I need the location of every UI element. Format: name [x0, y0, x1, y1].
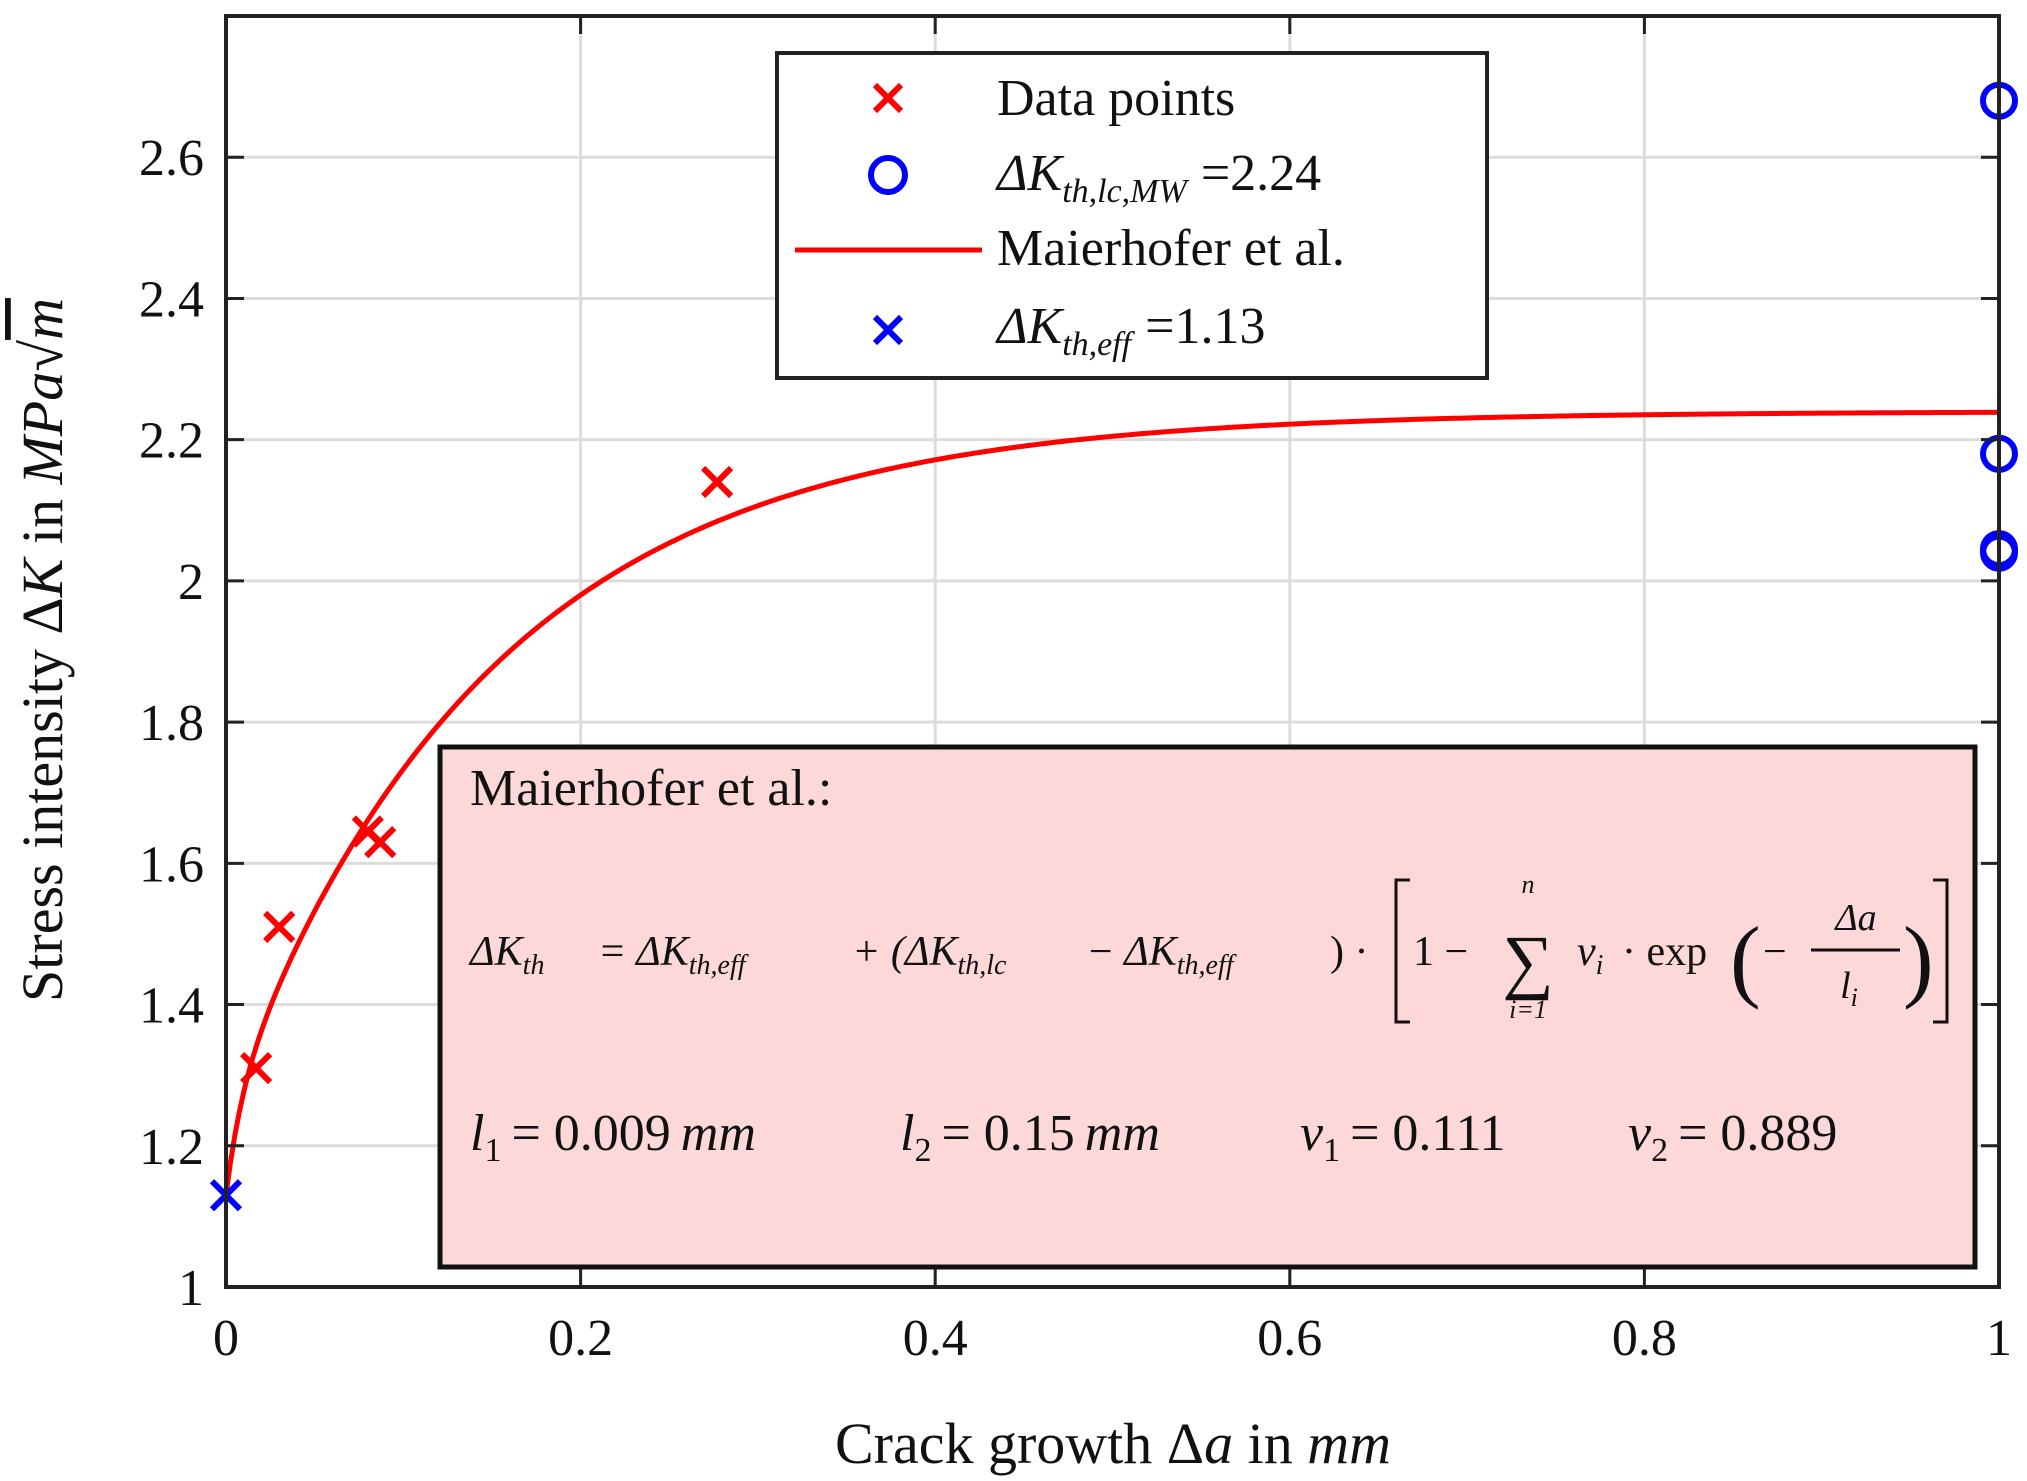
data-point-red-x: [240, 1051, 273, 1085]
param-nu2: ν2 = 0.889: [1628, 1105, 1837, 1169]
legend-entry-data-points: Data points: [872, 70, 1235, 127]
data-point-red-x: [700, 465, 734, 499]
formula-one-minus: 1 −: [1413, 929, 1468, 975]
data-point-red-x: [263, 910, 296, 944]
formula-left-paren: (: [1730, 908, 1761, 1010]
y-tick-label: 1.2: [139, 1119, 204, 1176]
legend-label-maierhofer: Maierhofer et al.: [997, 220, 1345, 277]
formula-exp: · exp: [1622, 929, 1707, 975]
annotation-title: Maierhofer et al.:: [470, 760, 832, 817]
formula-right-paren: ): [1903, 908, 1934, 1010]
formula-neg: −: [1763, 929, 1787, 975]
annotation-formula: ΔKth = ΔKth,eff + (ΔKth,lc − ΔKth,eff ) …: [468, 870, 1949, 1024]
legend-entry-dk-eff: ΔKth,eff =1.13: [872, 298, 1265, 363]
legend-entry-dk-lc: ΔKth,lc,MW =2.24: [868, 145, 1321, 210]
annotation-params: l1 = 0.009 mm l2 = 0.15 mm ν1 = 0.111 ν2 = 0.8…: [470, 1105, 1837, 1169]
x-tick-label: 0.4: [903, 1310, 968, 1367]
legend-marker-blue-x: [872, 314, 904, 346]
formula-frac-den: li: [1840, 965, 1858, 1012]
maierhofer-fit-curve: [223, 409, 2000, 1196]
formula-left-bracket: [1394, 878, 1410, 1024]
param-l1: l1 = 0.009 mm: [470, 1105, 756, 1169]
ticks-layer: 0 0.2 0.4 0.6 0.8 1 1 1.2 1.4 1.6 1.8 2 2.2 2.4 2.6: [139, 16, 2012, 1367]
formula-frac-num: Δa: [1833, 897, 1876, 939]
legend-marker-red-x: [872, 82, 904, 114]
x-tick-label: 0.6: [1257, 1310, 1322, 1367]
legend-label-dk-lc: ΔKth,lc,MW =2.24: [995, 145, 1321, 210]
y-tick-label: 1.8: [139, 695, 204, 752]
annotation-box: Maierhofer et al.: ΔKth = ΔKth,eff + (ΔK…: [437, 744, 1978, 1270]
x-tick-label: 1: [1986, 1310, 2012, 1367]
y-tick-label: 2: [178, 554, 204, 611]
annotation-background: [437, 744, 1978, 1270]
formula-sum-bottom: i=1: [1509, 995, 1547, 1024]
legend-label-data-points: Data points: [997, 70, 1235, 127]
data-points-layer: [209, 81, 2018, 1212]
y-tick-label: 1.6: [139, 836, 204, 893]
x-tick-label: 0.2: [548, 1310, 613, 1367]
formula-nu: νi: [1577, 929, 1603, 981]
formula-right-bracket: [1933, 878, 1949, 1024]
legend: Data points ΔKth,lc,MW =2.24 Maierhofer e…: [775, 51, 1489, 380]
axes-frame: [224, 14, 2001, 1289]
data-point-red-x: [364, 826, 397, 859]
legend-label-dk-eff: ΔKth,eff =1.13: [995, 298, 1265, 363]
formula-sum-sign: ∑: [1502, 921, 1553, 1001]
x-tick-label: 0: [213, 1310, 239, 1367]
x-axis-label: Crack growth Δa in mm: [835, 1411, 1391, 1476]
y-tick-label: 1.4: [139, 978, 204, 1035]
legend-marker-blue-circle: [868, 155, 908, 195]
y-axis-label: Stress intensity ΔK in MPa√m: [10, 298, 75, 1002]
formula-sum-top: n: [1522, 870, 1535, 899]
y-tick-label: 2.6: [139, 130, 204, 187]
fit-curve-layer: [223, 409, 2000, 1196]
formula-rhs-4: ) ·: [1330, 929, 1368, 975]
formula-rhs-2: + (ΔKth,lc: [852, 929, 1007, 981]
legend-entry-maierhofer: Maierhofer et al.: [795, 220, 1345, 277]
formula-rhs-1: = ΔKth,eff: [598, 929, 749, 981]
formula-rhs-3: − ΔKth,eff: [1086, 929, 1237, 981]
y-tick-label: 1: [178, 1260, 204, 1317]
y-tick-label: 2.2: [139, 413, 204, 470]
x-tick-label: 0.8: [1612, 1310, 1677, 1367]
y-tick-label: 2.4: [139, 271, 204, 328]
param-nu1: ν1 = 0.111: [1300, 1105, 1506, 1169]
param-l2: l2 = 0.15 mm: [900, 1105, 1160, 1169]
formula-lhs: ΔKth: [468, 929, 544, 981]
